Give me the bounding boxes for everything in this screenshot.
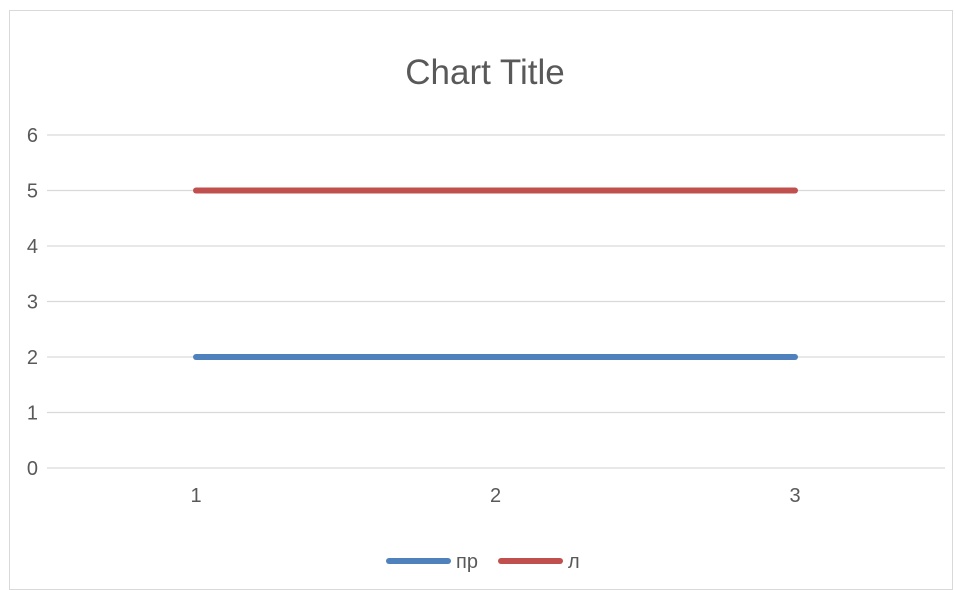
y-tick-label: 1	[27, 403, 38, 425]
chart-frame	[9, 10, 953, 590]
x-tick-label: 3	[789, 485, 800, 507]
y-tick-label: 6	[27, 125, 38, 147]
y-axis-ticks: 0 1 2 3 4 5 6	[27, 125, 38, 480]
y-tick-label: 3	[27, 292, 38, 314]
y-tick-label: 2	[27, 347, 38, 369]
series-lines	[193, 187, 798, 360]
y-tick-label: 5	[27, 181, 38, 203]
legend-label-1: л	[568, 551, 580, 573]
y-tick-label: 0	[27, 458, 38, 480]
chart-title: Chart Title	[405, 53, 565, 92]
x-axis-ticks: 1 2 3	[190, 485, 800, 507]
x-tick-label: 1	[190, 485, 201, 507]
legend-label-0: пр	[456, 551, 478, 573]
y-tick-label: 4	[27, 236, 38, 258]
gridlines	[47, 134, 945, 469]
x-tick-label: 2	[490, 485, 501, 507]
legend: пр л	[386, 551, 580, 573]
